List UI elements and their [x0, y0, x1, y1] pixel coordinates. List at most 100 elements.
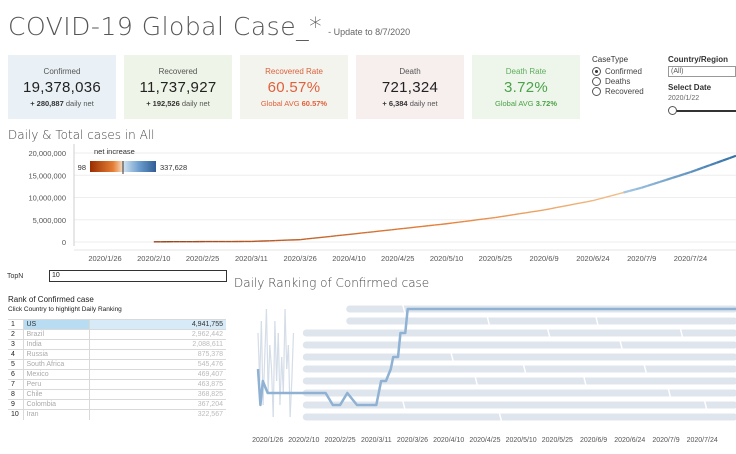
table-row[interactable]: 2 Brazil 2,962,442	[8, 329, 226, 340]
rank-noise-line	[272, 320, 276, 418]
rank-number: 4	[8, 349, 23, 360]
x-tick-label: 2020/1/26	[252, 437, 283, 444]
kpi-sub: + 6,384 daily net	[356, 99, 464, 108]
x-tick-label: 2020/2/10	[288, 437, 319, 444]
date-slider[interactable]	[668, 106, 736, 116]
value-cell: 463,875	[88, 379, 226, 390]
y-tick-label: 10,000,000	[28, 194, 66, 203]
series-segment	[525, 211, 533, 214]
rank-band-gap	[595, 316, 599, 326]
rank-noise-line	[289, 380, 293, 418]
value-cell: 875,378	[88, 349, 226, 360]
x-tick-label: 2020/5/10	[430, 254, 463, 263]
table-row[interactable]: 3 India 2,088,611	[8, 339, 226, 350]
country-cell[interactable]: Colombia	[22, 399, 89, 410]
value-cell: 322,567	[88, 409, 226, 420]
country-cell[interactable]: Peru	[22, 379, 89, 390]
table-row[interactable]: 4 Russia 875,378	[8, 349, 226, 360]
series-segment	[446, 222, 453, 225]
rank-number: 9	[8, 399, 23, 410]
slider-handle[interactable]	[668, 106, 677, 115]
series-segment	[677, 173, 685, 178]
radio-icon[interactable]	[592, 77, 601, 86]
table-row[interactable]: 7 Peru 463,875	[8, 379, 226, 390]
table-row[interactable]: 1 US 4,941,755	[8, 319, 226, 330]
kpi-sub-label: daily net	[181, 99, 210, 108]
radio-icon[interactable]	[592, 87, 601, 96]
table-row[interactable]: 10 Iran 322,567	[8, 409, 226, 420]
series-segment	[385, 229, 392, 232]
country-cell[interactable]: Iran	[22, 409, 89, 420]
kpi-label: Recovered Rate	[265, 67, 323, 76]
series-segment	[543, 208, 551, 211]
series-segment	[397, 227, 404, 230]
rank-number: 8	[8, 389, 23, 400]
rank-band-gap	[474, 376, 479, 386]
casetype-option-recovered[interactable]: Recovered	[592, 87, 644, 96]
series-segment	[592, 198, 600, 202]
x-tick-label: 2020/3/11	[235, 254, 268, 263]
filters-panel: Country/Region (All) Select Date 2020/1/…	[668, 55, 736, 116]
table-row[interactable]: 8 Chile 368,825	[8, 389, 226, 400]
series-segment	[348, 233, 356, 236]
x-tick-label: 2020/6/24	[576, 254, 609, 263]
x-tick-label: 2020/4/25	[381, 254, 414, 263]
country-cell[interactable]: US	[22, 319, 89, 330]
series-segment	[403, 227, 411, 230]
x-tick-label: 2020/2/25	[325, 437, 356, 444]
series-segment	[556, 205, 563, 209]
series-segment	[598, 196, 606, 200]
kpi-value: 721,324	[381, 79, 439, 96]
slider-track[interactable]	[672, 110, 736, 112]
rank-number: 7	[8, 379, 23, 390]
kpi-value: 11,737,927	[139, 79, 217, 96]
x-tick-label: 2020/2/10	[137, 254, 170, 263]
casetype-option-label: Deaths	[605, 77, 631, 86]
value-cell: 2,962,442	[88, 329, 226, 340]
series-segment	[470, 219, 478, 222]
casetype-option-deaths[interactable]: Deaths	[592, 77, 644, 86]
country-cell[interactable]: India	[22, 339, 89, 350]
series-segment	[312, 236, 319, 240]
kpi-label: Confirmed	[43, 67, 81, 76]
radio-selected-icon[interactable]	[592, 67, 601, 76]
kpi-label: Death	[399, 67, 421, 76]
country-heading: Country/Region	[668, 55, 728, 64]
net-increase-legend: net increase 98 337,628	[78, 147, 187, 174]
table-row[interactable]: 6 Mexico 469,407	[8, 369, 226, 380]
country-cell[interactable]: Russia	[22, 349, 89, 360]
header: COVID-19 Global Case_* - Update to 8/7/2…	[8, 12, 410, 41]
x-tick-label: 2020/3/11	[361, 437, 392, 444]
series-segment	[653, 180, 661, 185]
topn-input[interactable]: 10	[49, 270, 227, 282]
casetype-option-label: Recovered	[605, 87, 644, 96]
series-segment	[519, 212, 526, 215]
value-cell: 545,476	[88, 359, 226, 370]
series-segment	[647, 182, 655, 187]
series-segment	[306, 237, 313, 240]
kpi-sub-label: Global AVG	[494, 99, 534, 108]
country-cell[interactable]: South Africa	[22, 359, 89, 370]
country-select[interactable]: (All)	[668, 66, 736, 77]
series-segment	[513, 213, 520, 216]
x-tick-label: 2020/7/24	[687, 437, 718, 444]
country-cell[interactable]: Mexico	[22, 369, 89, 380]
series-segment	[342, 233, 350, 236]
kpi-sub-label: daily net	[409, 99, 438, 108]
topn-label: TopN	[7, 273, 24, 280]
country-cell[interactable]: Brazil	[22, 329, 89, 340]
rank-band-gap	[703, 400, 708, 410]
series-segment	[617, 191, 624, 195]
rank-noise-line	[291, 332, 295, 382]
rank-band-gap	[583, 376, 587, 386]
casetype-option-confirmed[interactable]: Confirmed	[592, 67, 644, 76]
value-cell: 2,088,611	[88, 339, 226, 350]
series-segment	[684, 171, 691, 176]
table-row[interactable]: 5 South Africa 545,476	[8, 359, 226, 370]
rank-band-gap	[498, 412, 503, 422]
country-cell[interactable]: Chile	[22, 389, 89, 400]
rank-number: 10	[8, 409, 23, 420]
series-segment	[604, 195, 612, 199]
table-row[interactable]: 9 Colombia 367,204	[8, 399, 226, 410]
kpi-recovered: Recovered 11,737,927 + 192,526 daily net	[124, 55, 232, 119]
